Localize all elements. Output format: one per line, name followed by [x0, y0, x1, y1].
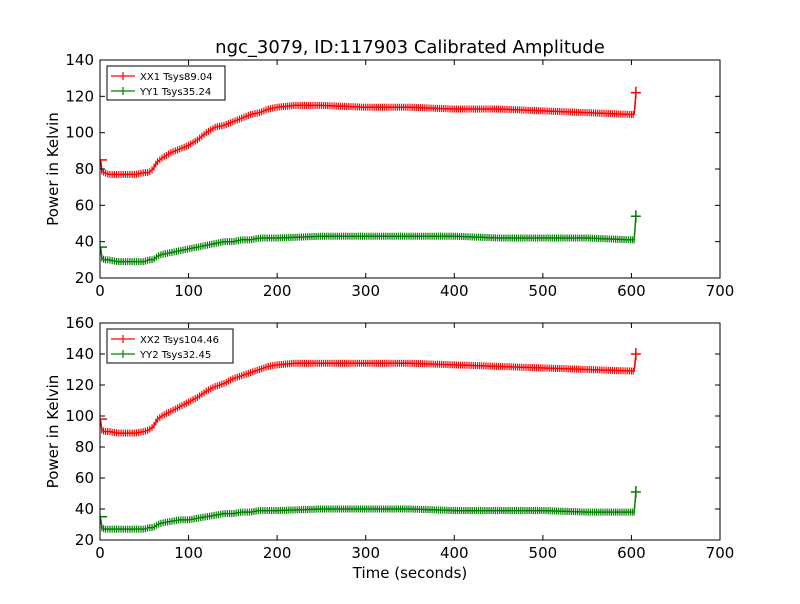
legend: XX2 Tsys104.46 YY2 Tsys32.45	[106, 328, 234, 364]
y-tick-label: 140	[65, 345, 94, 363]
y-tick-label: 40	[75, 233, 94, 251]
x-tick-label: 300	[351, 544, 380, 562]
x-tick-label: 200	[263, 544, 292, 562]
legend-label: XX1 Tsys89.04	[140, 72, 213, 83]
x-tick-label: 500	[529, 282, 558, 300]
bottom-panel: 0 100 200 300 400 500 600 700 20 40 60 80 100 120 140 1…	[44, 314, 734, 562]
x-tick-label: 600	[617, 282, 646, 300]
y-tick-label: 40	[75, 500, 94, 518]
series-xx	[100, 86, 641, 178]
legend-box	[106, 328, 234, 364]
x-tick-label: 400	[440, 544, 469, 562]
x-tick-label: 200	[263, 282, 292, 300]
y-axis-label: Power in Kelvin	[44, 375, 62, 489]
series-yy	[100, 485, 641, 533]
y-tick-label: 20	[75, 269, 94, 287]
legend-label: YY1 Tsys35.24	[139, 87, 211, 98]
x-tick-label: 0	[95, 544, 105, 562]
legend-box	[106, 65, 226, 101]
x-tick-label: 0	[95, 282, 105, 300]
legend-label: YY2 Tsys32.45	[139, 350, 211, 361]
y-tick-label: 160	[65, 314, 94, 332]
x-tick-label: 100	[174, 544, 203, 562]
series-yy	[100, 210, 641, 266]
y-tick-label: 100	[65, 124, 94, 142]
x-tick-label: 100	[174, 282, 203, 300]
y-tick-label: 120	[65, 376, 94, 394]
x-tick-label: 500	[529, 544, 558, 562]
series-xx	[100, 348, 641, 437]
plot-frame	[99, 322, 721, 541]
y-tick-label: 100	[65, 407, 94, 425]
y-tick-label: 80	[75, 438, 94, 456]
x-tick-label: 400	[440, 282, 469, 300]
y-tick-label: 80	[75, 160, 94, 178]
y-tick-label: 20	[75, 531, 94, 549]
y-tick-label: 60	[75, 469, 94, 487]
x-tick-label: 600	[617, 544, 646, 562]
y-tick-label: 140	[65, 51, 94, 69]
y-tick-label: 120	[65, 87, 94, 105]
x-tick-label: 700	[706, 282, 735, 300]
x-tick-label: 700	[706, 544, 735, 562]
y-axis-label: Power in Kelvin	[44, 112, 62, 226]
chart-title: ngc_3079, ID:117903 Calibrated Amplitude	[215, 37, 605, 58]
x-axis-label: Time (seconds)	[352, 564, 468, 582]
legend-label: XX2 Tsys104.46	[140, 335, 219, 346]
x-tick-label: 300	[351, 282, 380, 300]
top-panel: 0 100 200 300 400 500 600 700 20 40 60 80 100 120 140 P…	[44, 51, 734, 300]
legend: XX1 Tsys89.04 YY1 Tsys35.24	[106, 65, 226, 101]
y-tick-label: 60	[75, 196, 94, 214]
